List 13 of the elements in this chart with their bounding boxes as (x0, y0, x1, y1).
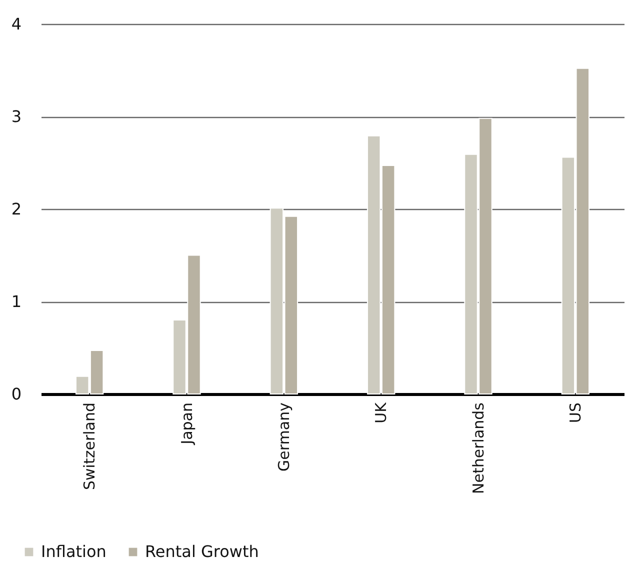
y-tick-label: 0 (11, 384, 22, 404)
legend-label: Inflation (41, 542, 106, 561)
x-tick-label: Switzerland (80, 402, 99, 490)
y-tick-label: 1 (11, 292, 22, 311)
x-tick-label: Germany (274, 402, 293, 472)
y-tick-label: 2 (11, 200, 22, 218)
y-tick-label: 4 (11, 14, 22, 34)
y-tick-label: 3 (11, 107, 22, 126)
x-tick-label: Japan (178, 402, 196, 446)
x-tick-label: Netherlands (469, 402, 488, 494)
x-tick-label: US (566, 402, 584, 424)
legend-label: Rental Growth (145, 542, 259, 561)
x-tick-label: UK (372, 401, 390, 424)
